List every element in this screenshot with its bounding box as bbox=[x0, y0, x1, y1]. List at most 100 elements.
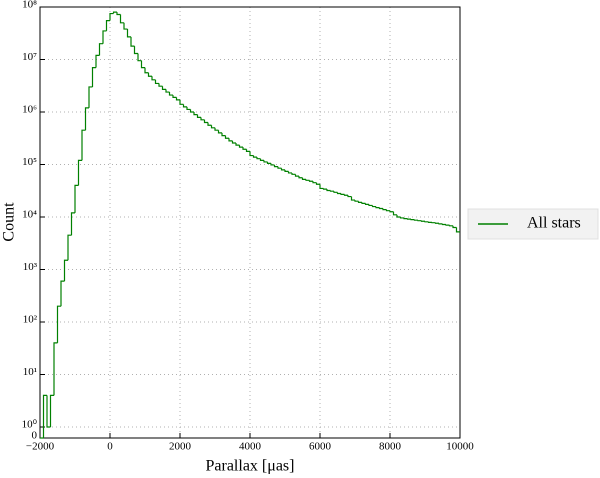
histogram-step bbox=[354, 200, 359, 202]
histogram-step bbox=[119, 14, 124, 24]
histogram-step bbox=[263, 160, 268, 163]
histogram-step bbox=[46, 395, 51, 428]
histogram-step bbox=[361, 202, 366, 204]
histogram-step bbox=[389, 210, 394, 213]
histogram-step bbox=[147, 72, 152, 77]
histogram-step bbox=[137, 53, 142, 62]
histogram-step bbox=[98, 43, 103, 56]
histogram-step bbox=[126, 29, 131, 38]
histogram-step bbox=[326, 189, 331, 192]
x-axis-label: Parallax [μas] bbox=[206, 458, 295, 475]
histogram-step bbox=[308, 180, 313, 182]
histogram-step bbox=[77, 159, 82, 186]
histogram-step bbox=[364, 203, 369, 205]
histogram-step bbox=[322, 188, 327, 190]
histogram-step bbox=[217, 130, 222, 134]
histogram-step bbox=[196, 114, 201, 118]
histogram-step bbox=[252, 155, 257, 158]
histogram-step bbox=[133, 46, 138, 55]
histogram-step bbox=[186, 106, 191, 111]
histogram-step bbox=[452, 225, 457, 229]
histogram-step bbox=[154, 79, 159, 85]
histogram-step bbox=[242, 147, 247, 150]
histogram-step bbox=[56, 305, 61, 343]
histogram-step bbox=[420, 220, 425, 222]
histogram-step bbox=[259, 158, 264, 161]
y-tick-label: 10¹ bbox=[23, 366, 37, 378]
histogram-step bbox=[445, 224, 450, 226]
y-tick-label: 10⁷ bbox=[22, 51, 37, 63]
histogram-step bbox=[455, 227, 460, 233]
histogram-step bbox=[214, 127, 219, 131]
histogram-step bbox=[74, 184, 79, 213]
x-tick-label: 0 bbox=[107, 441, 113, 453]
histogram-step bbox=[102, 30, 107, 44]
histogram-step bbox=[427, 221, 432, 223]
histogram-step bbox=[175, 97, 180, 101]
histogram-step bbox=[350, 196, 355, 201]
histogram-step bbox=[266, 161, 271, 164]
histogram-step bbox=[287, 171, 292, 174]
histogram-step bbox=[207, 122, 212, 126]
histogram-step bbox=[315, 182, 320, 185]
histogram-step bbox=[179, 99, 184, 105]
histogram-step bbox=[67, 234, 72, 261]
histogram-step bbox=[144, 67, 149, 74]
histogram-step bbox=[112, 11, 117, 14]
histogram-step bbox=[280, 168, 285, 171]
histogram-step bbox=[340, 193, 345, 195]
histogram-step bbox=[60, 280, 65, 307]
histogram-step bbox=[396, 214, 401, 218]
plot-frame bbox=[39, 6, 461, 439]
histogram-step bbox=[319, 184, 324, 190]
histogram-step bbox=[270, 163, 275, 166]
histogram-step bbox=[105, 20, 110, 31]
x-tick-label: 2000 bbox=[169, 441, 192, 453]
histogram-step bbox=[298, 176, 303, 179]
histogram-step bbox=[371, 205, 376, 208]
y-tick-label: 10⁶ bbox=[22, 104, 37, 116]
histogram-step bbox=[224, 135, 229, 139]
x-tick-label: 8000 bbox=[379, 441, 402, 453]
histogram-step bbox=[238, 145, 243, 148]
histogram-step bbox=[161, 86, 166, 90]
histogram-step bbox=[294, 174, 299, 177]
histogram-step bbox=[399, 217, 404, 219]
histogram-step bbox=[291, 172, 296, 175]
histogram-step bbox=[123, 22, 128, 30]
histogram-step bbox=[448, 225, 453, 227]
histogram-step bbox=[434, 222, 439, 224]
y-tick-label: 10⁴ bbox=[22, 209, 37, 221]
histogram-step bbox=[81, 129, 86, 161]
histogram-step bbox=[63, 259, 68, 282]
histogram-step bbox=[165, 89, 170, 93]
histogram-step bbox=[424, 221, 429, 223]
histogram-step bbox=[375, 206, 380, 209]
histogram-step bbox=[417, 220, 422, 222]
histogram-step bbox=[277, 166, 282, 169]
histogram-step bbox=[70, 212, 75, 236]
y-tick-label: 0 bbox=[32, 430, 38, 442]
y-tick-label: 10⁰ bbox=[22, 419, 38, 431]
histogram-step bbox=[84, 107, 89, 131]
histogram-step bbox=[42, 394, 47, 438]
histogram-step bbox=[95, 54, 100, 68]
histogram-step bbox=[235, 142, 240, 146]
y-tick-label: 10³ bbox=[23, 261, 38, 273]
x-tick-label: 4000 bbox=[239, 441, 262, 453]
x-tick-label: 10000 bbox=[446, 441, 474, 453]
histogram-step bbox=[343, 194, 348, 196]
histogram-step bbox=[385, 209, 390, 212]
histogram-step bbox=[116, 12, 121, 16]
histogram-step bbox=[140, 60, 145, 69]
histogram-step bbox=[88, 86, 93, 108]
histogram-step bbox=[284, 169, 289, 172]
histogram-step bbox=[305, 179, 310, 181]
histogram-step bbox=[193, 112, 198, 116]
histogram-step bbox=[368, 204, 373, 207]
histogram-step bbox=[49, 394, 54, 427]
y-tick-label: 10⁸ bbox=[22, 0, 37, 11]
histogram-step bbox=[130, 36, 135, 47]
y-axis-label: Count bbox=[1, 202, 18, 242]
